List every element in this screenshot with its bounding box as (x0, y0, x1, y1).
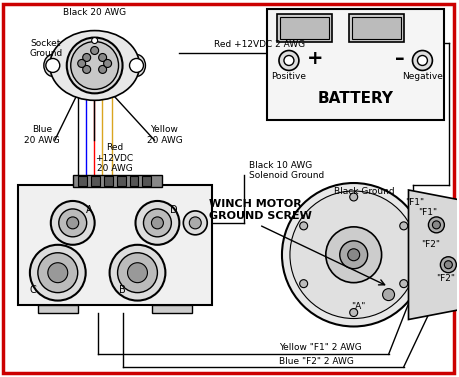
Text: C: C (29, 285, 36, 295)
Bar (18, 185, 212, 305)
Circle shape (99, 66, 106, 74)
Bar (267, 9, 444, 120)
Circle shape (78, 60, 86, 67)
Bar (78, 176, 87, 186)
Circle shape (118, 253, 157, 293)
Circle shape (400, 280, 408, 288)
Circle shape (183, 211, 207, 235)
Circle shape (48, 263, 68, 283)
Text: WINCH MOTOR
GROUND SCREW: WINCH MOTOR GROUND SCREW (209, 199, 312, 221)
Text: BATTERY: BATTERY (318, 91, 394, 106)
Bar (91, 176, 100, 186)
Bar (142, 176, 151, 186)
Text: Yellow "F1" 2 AWG: Yellow "F1" 2 AWG (279, 343, 362, 352)
Circle shape (135, 201, 179, 245)
Circle shape (144, 209, 171, 237)
Text: "F1": "F1" (419, 208, 437, 218)
Circle shape (282, 183, 425, 326)
Circle shape (129, 58, 144, 72)
Circle shape (444, 261, 452, 269)
Bar (73, 175, 162, 187)
Bar (104, 176, 112, 186)
Circle shape (350, 308, 358, 317)
Text: A: A (86, 205, 92, 215)
Circle shape (59, 209, 87, 237)
Text: –: – (395, 49, 404, 68)
Circle shape (67, 38, 123, 93)
Circle shape (383, 289, 395, 300)
Polygon shape (409, 190, 459, 320)
Text: "F2": "F2" (437, 274, 455, 283)
Circle shape (432, 221, 440, 229)
Circle shape (340, 241, 368, 269)
Text: Black Ground: Black Ground (334, 187, 394, 196)
Text: Socket
Ground: Socket Ground (30, 39, 63, 58)
Circle shape (326, 227, 381, 283)
Text: +: + (307, 49, 324, 68)
Circle shape (99, 54, 106, 61)
Circle shape (189, 217, 201, 229)
Circle shape (418, 55, 427, 66)
Circle shape (67, 217, 78, 229)
Text: Solenoid Ground: Solenoid Ground (249, 170, 325, 179)
Circle shape (300, 222, 308, 230)
Circle shape (348, 249, 360, 261)
Bar (38, 305, 78, 313)
Text: "A": "A" (352, 302, 366, 311)
Text: Blue "F2" 2 AWG: Blue "F2" 2 AWG (279, 357, 354, 366)
Circle shape (128, 263, 147, 283)
Bar (349, 14, 403, 41)
Text: Red
+12VDC
20 AWG: Red +12VDC 20 AWG (95, 143, 134, 173)
Circle shape (91, 46, 99, 55)
Text: Blue
20 AWG: Blue 20 AWG (24, 126, 60, 145)
Bar (152, 305, 192, 313)
Bar (117, 176, 126, 186)
Text: "F2": "F2" (421, 240, 440, 249)
Circle shape (400, 222, 408, 230)
Circle shape (350, 193, 358, 201)
Circle shape (83, 54, 91, 61)
Circle shape (428, 217, 444, 233)
Circle shape (290, 191, 418, 319)
Circle shape (110, 245, 165, 300)
Text: Yellow
20 AWG: Yellow 20 AWG (146, 126, 182, 145)
Circle shape (51, 201, 95, 245)
Circle shape (284, 55, 294, 66)
Ellipse shape (44, 55, 62, 77)
Bar (129, 176, 139, 186)
Circle shape (300, 280, 308, 288)
Circle shape (413, 51, 432, 70)
Circle shape (92, 38, 98, 43)
Text: Red +12VDC 2 AWG: Red +12VDC 2 AWG (214, 40, 305, 49)
Bar (352, 17, 401, 38)
Text: D: D (170, 205, 178, 215)
Bar (277, 14, 332, 41)
Text: Black 20 AWG: Black 20 AWG (63, 8, 126, 17)
Text: Negative: Negative (402, 72, 443, 81)
Circle shape (38, 253, 78, 293)
Circle shape (151, 217, 163, 229)
Circle shape (46, 58, 60, 72)
Text: "F1": "F1" (405, 198, 424, 207)
Circle shape (440, 257, 456, 273)
Circle shape (30, 245, 86, 300)
Circle shape (71, 41, 118, 89)
Ellipse shape (128, 55, 146, 77)
Bar (280, 17, 329, 38)
Circle shape (83, 66, 91, 74)
Text: Black 10 AWG: Black 10 AWG (249, 161, 312, 170)
Text: Positive: Positive (271, 72, 307, 81)
Text: B: B (119, 285, 126, 295)
Circle shape (104, 60, 112, 67)
Circle shape (279, 51, 299, 70)
Ellipse shape (50, 31, 140, 100)
